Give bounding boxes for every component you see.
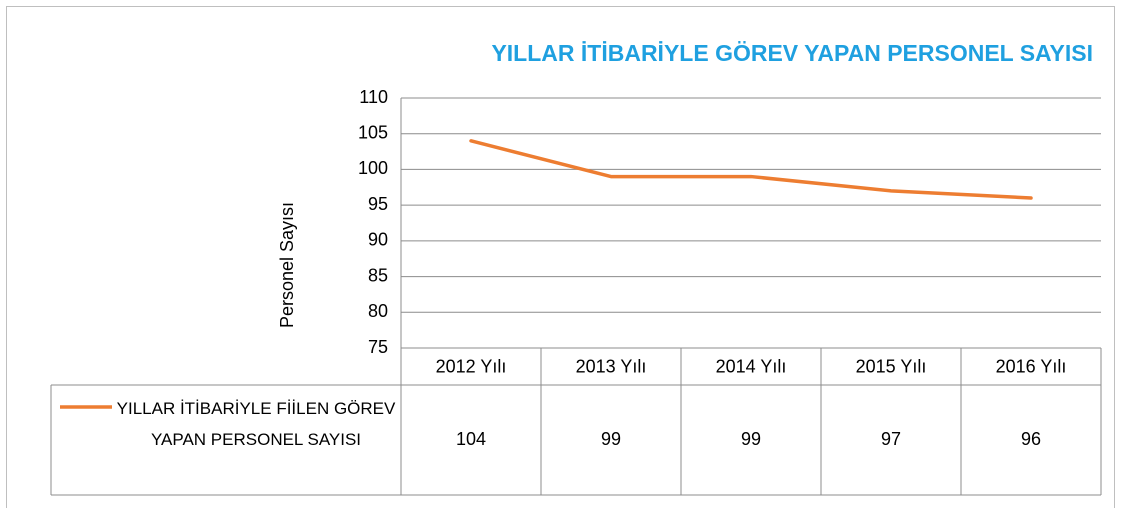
x-tick-label: 2014 Yılı	[716, 356, 787, 376]
table-value: 104	[456, 429, 486, 449]
y-tick-label: 105	[358, 122, 388, 142]
legend-label: YILLAR İTİBARİYLE FİİLEN GÖREV YAPAN PER…	[116, 399, 396, 449]
x-tick-label: 2016 Yılı	[996, 356, 1067, 376]
y-tick-label: 90	[368, 230, 388, 250]
table-value: 99	[741, 429, 761, 449]
x-tick-label: 2015 Yılı	[856, 356, 927, 376]
y-tick-label: 85	[368, 265, 388, 285]
y-tick-label: 110	[359, 87, 388, 107]
y-axis-label: Personel Sayısı	[277, 202, 297, 328]
table-value: 96	[1021, 429, 1041, 449]
chart-border	[6, 6, 1115, 508]
line	[469, 139, 1033, 200]
y-tick-label: 80	[368, 301, 388, 321]
table-value: 99	[601, 429, 621, 449]
y-tick-label: 100	[358, 158, 388, 178]
y-tick-label: 95	[368, 194, 388, 214]
y-tick-label: 75	[368, 337, 388, 357]
legend-box: YILLAR İTİBARİYLE FİİLEN GÖREV YAPAN PER…	[116, 399, 396, 449]
x-tick-label: 2013 Yılı	[576, 356, 647, 376]
table-value: 97	[881, 429, 901, 449]
chart-title: YILLAR İTİBARİYLE GÖREV YAPAN PERSONEL S…	[491, 40, 1093, 66]
x-tick-label: 2012 Yılı	[436, 356, 507, 376]
